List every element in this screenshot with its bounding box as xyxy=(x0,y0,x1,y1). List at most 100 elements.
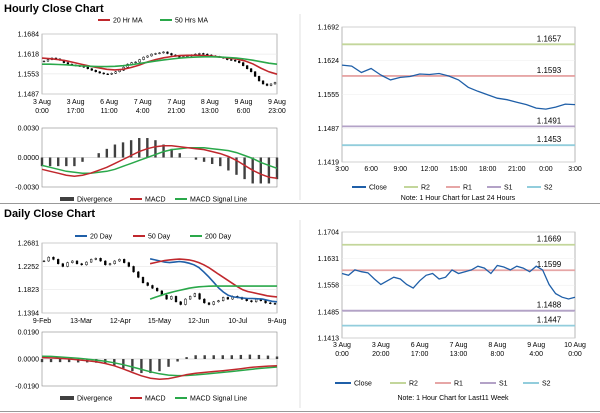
hourly_macd-divergence-bar xyxy=(138,138,141,158)
daily-levels-legend-s2: S2 xyxy=(542,381,551,388)
daily_levels-r1-level-label: 1.1599 xyxy=(537,260,562,269)
hourly_macd-divergence-bar xyxy=(219,157,222,167)
hourly_macd-divergence-bar xyxy=(259,157,262,184)
daily_macd-divergence-bar xyxy=(185,357,188,359)
daily_price-candle xyxy=(179,301,182,305)
hourly_macd-divergence-bar xyxy=(40,157,44,167)
hourly_macd-divergence-bar xyxy=(105,148,109,158)
daily_levels-ytick: 1.1558 xyxy=(318,283,340,290)
hourly-levels-legend-r1: R1 xyxy=(463,185,472,192)
daily_price-candle xyxy=(193,293,197,297)
daily_macd-divergence-bar xyxy=(122,359,125,369)
daily_price-ytick: 1.2252 xyxy=(18,264,40,271)
hourly_macd-divergence-bar xyxy=(81,157,84,162)
daily_price-candle xyxy=(132,266,135,273)
hourly_macd-ytick: 0.0000 xyxy=(18,155,40,162)
daily_price-candle xyxy=(198,293,201,300)
hourly_price-ytick: 1.1487 xyxy=(18,92,40,99)
daily_levels-close-line xyxy=(341,264,576,300)
daily_macd-divergence-bar xyxy=(158,359,161,372)
hourly_price-candle xyxy=(238,60,241,63)
daily_macd-ytick: 0.0000 xyxy=(18,357,40,364)
hourly_price-candle xyxy=(86,66,89,69)
daily_macd-divergence-bar xyxy=(67,359,71,363)
daily_price-candle xyxy=(141,277,145,284)
daily_price-candle xyxy=(221,297,225,301)
daily_levels-xtick: 6 Aug 17:00 xyxy=(411,342,429,358)
hourly_macd-divergence-bar xyxy=(178,153,181,158)
daily_price-candle xyxy=(165,295,168,300)
daily_price-candle xyxy=(66,262,69,267)
hourly_price-xtick: 9 Aug 23:00 xyxy=(268,99,286,115)
daily_levels-xtick: 3 Aug 0:00 xyxy=(333,342,351,358)
daily_macd-divergence-bar xyxy=(167,359,170,367)
hourly_levels-xtick: 6:00 xyxy=(364,166,378,173)
hourly_price-candle xyxy=(90,68,93,71)
daily_levels-xtick: 9 Aug 4:00 xyxy=(527,342,545,358)
hourly_macd-signal-line xyxy=(41,146,278,174)
hourly_price-ytick: 1.1553 xyxy=(18,71,40,78)
hourly_levels-xtick: 21:00 xyxy=(508,166,526,173)
daily_price-xtick: 13-Mar xyxy=(70,318,93,325)
daily-chart-title: Daily Close Chart xyxy=(4,208,96,220)
daily_macd-signal-line xyxy=(41,355,278,377)
daily_price-candle xyxy=(127,262,131,267)
daily_macd-divergence-bar xyxy=(230,355,234,359)
hourly-levels-note: Note: 1 Hour Chart for Last 24 Hours xyxy=(401,195,516,202)
daily-levels-legend-close: Close xyxy=(354,381,372,388)
hourly_levels-ytick: 1.1692 xyxy=(318,25,340,32)
hourly_macd-divergence-bar xyxy=(243,157,246,180)
hourly_price-xtick: 8 Aug 13:00 xyxy=(201,99,219,115)
daily_price-candle xyxy=(146,282,149,286)
section-divider xyxy=(0,203,600,204)
daily_macd-divergence-bar xyxy=(257,354,261,359)
daily_price-ytick: 1.1823 xyxy=(18,287,40,294)
hourly_price-candle xyxy=(234,59,237,62)
hourly-legend-divergence-swatch xyxy=(60,197,74,201)
daily_price-ytick: 1.2681 xyxy=(18,241,40,248)
hourly_levels-close-line xyxy=(341,64,576,110)
hourly_price-candle xyxy=(114,71,117,74)
daily_macd-divergence-bar xyxy=(40,359,44,363)
hourly_price-xtick: 9 Aug 6:00 xyxy=(234,99,252,115)
daily_macd-divergence-bar xyxy=(140,359,143,374)
hourly_macd-divergence-bar xyxy=(129,140,133,158)
daily_levels-xtick: 10 Aug 0:00 xyxy=(564,342,586,358)
daily_macd-divergence-bar xyxy=(221,355,224,359)
daily-legend-200-day: 200 Day xyxy=(205,234,232,241)
hourly_levels-ytick: 1.1419 xyxy=(318,160,340,167)
hourly_price-candle xyxy=(118,69,121,73)
daily-legend-signal: MACD Signal Line xyxy=(190,396,247,403)
hourly_levels-xtick: 3:00 xyxy=(335,166,349,173)
hourly_macd-divergence-bar xyxy=(235,157,238,175)
daily_levels-s1-level-label: 1.1488 xyxy=(537,301,562,310)
daily_price-candle xyxy=(85,261,88,266)
hourly_price-candle xyxy=(265,83,269,86)
hourly_levels-ytick: 1.1555 xyxy=(318,92,340,99)
hourly_macd-divergence-bar xyxy=(210,157,214,164)
daily_price-xtick: 9-Aug xyxy=(268,318,287,325)
hourly-legend-20hr-ma: 20 Hr MA xyxy=(113,18,143,25)
hourly_price-candle xyxy=(261,80,265,85)
hourly_price-candle xyxy=(42,60,46,63)
daily_macd-divergence-bar xyxy=(248,354,252,359)
hourly_macd-divergence-bar xyxy=(146,138,149,158)
daily_price-candle xyxy=(273,303,277,305)
hourly_levels-s1-level-label: 1.1491 xyxy=(537,116,562,125)
hourly-chart-title: Hourly Close Chart xyxy=(4,3,104,15)
daily-legend-divergence-swatch xyxy=(60,396,74,400)
daily_price-candle xyxy=(113,260,116,264)
daily_price-candle xyxy=(75,260,79,264)
hourly-legend-divergence: Divergence xyxy=(77,197,113,204)
daily-legend-20-day: 20 Day xyxy=(90,234,113,241)
hourly_price-xtick: 3 Aug 17:00 xyxy=(67,99,85,115)
hourly_price-candle xyxy=(253,71,257,77)
daily_price-candle xyxy=(104,260,107,266)
daily_macd-divergence-bar xyxy=(131,359,134,372)
daily_levels-ytick: 1.1631 xyxy=(318,256,340,263)
daily_price-candle xyxy=(184,298,187,305)
hourly_price-candle xyxy=(269,83,273,86)
hourly_macd-divergence-bar xyxy=(48,157,52,167)
hourly_macd-divergence-bar xyxy=(275,157,279,180)
daily_macd-macd-line xyxy=(41,356,278,381)
